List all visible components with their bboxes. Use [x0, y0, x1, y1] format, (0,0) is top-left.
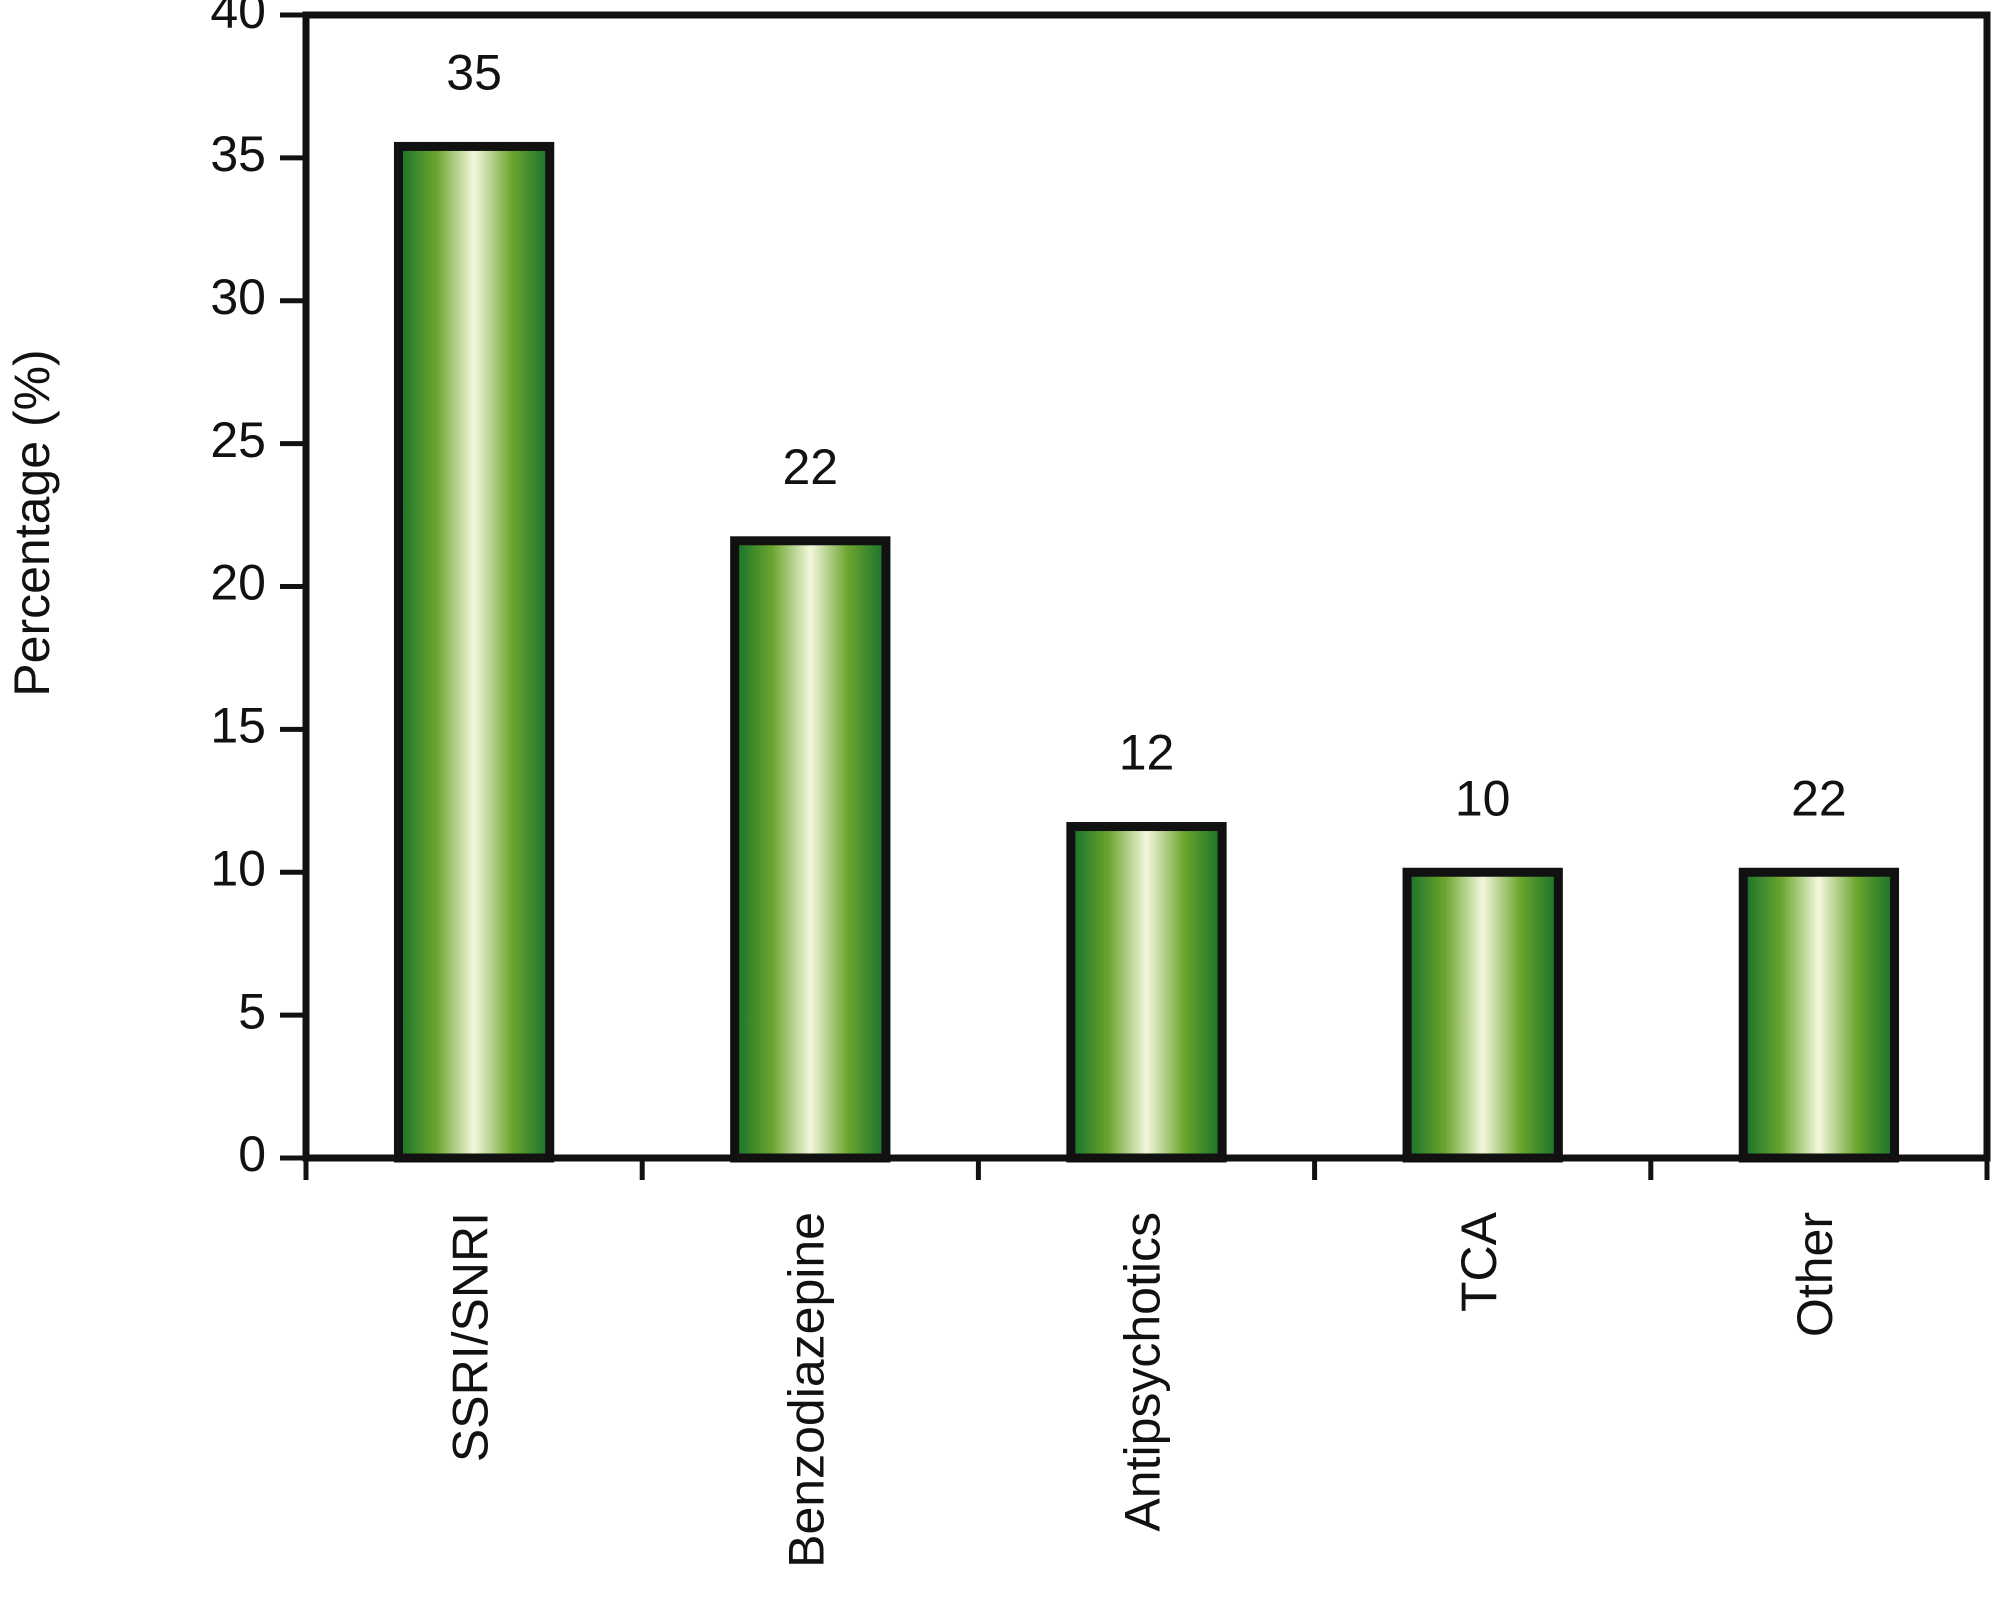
y-tick-label: 0 [238, 1126, 266, 1182]
x-tick-label: Benzodiazepine [779, 1212, 835, 1568]
bar [1066, 822, 1227, 1163]
x-tick-label: Other [1787, 1212, 1843, 1337]
data-label: 10 [1455, 770, 1511, 826]
y-tick-label: 35 [210, 126, 266, 182]
bar [1738, 867, 1900, 1163]
plot-frame [302, 11, 1991, 1162]
x-tick-label: Antipsychotics [1115, 1212, 1171, 1532]
y-axis-label: Percentage (%) [4, 349, 60, 696]
bar [1402, 867, 1563, 1163]
bar [730, 536, 891, 1163]
x-tick-label: SSRI/SNRI [442, 1212, 498, 1462]
bar [393, 141, 555, 1163]
y-tick-label: 40 [210, 0, 266, 39]
data-label: 35 [446, 45, 502, 101]
data-label: 22 [1791, 770, 1847, 826]
y-tick-label: 10 [210, 840, 266, 896]
y-tick-label: 15 [210, 698, 266, 754]
y-tick-label: 30 [210, 269, 266, 325]
data-label: 12 [1119, 725, 1175, 781]
y-tick-label: 20 [210, 555, 266, 611]
data-label: 22 [782, 439, 838, 495]
y-tick-label: 25 [210, 412, 266, 468]
y-tick-label: 5 [238, 983, 266, 1039]
x-tick-label: TCA [1451, 1211, 1507, 1312]
